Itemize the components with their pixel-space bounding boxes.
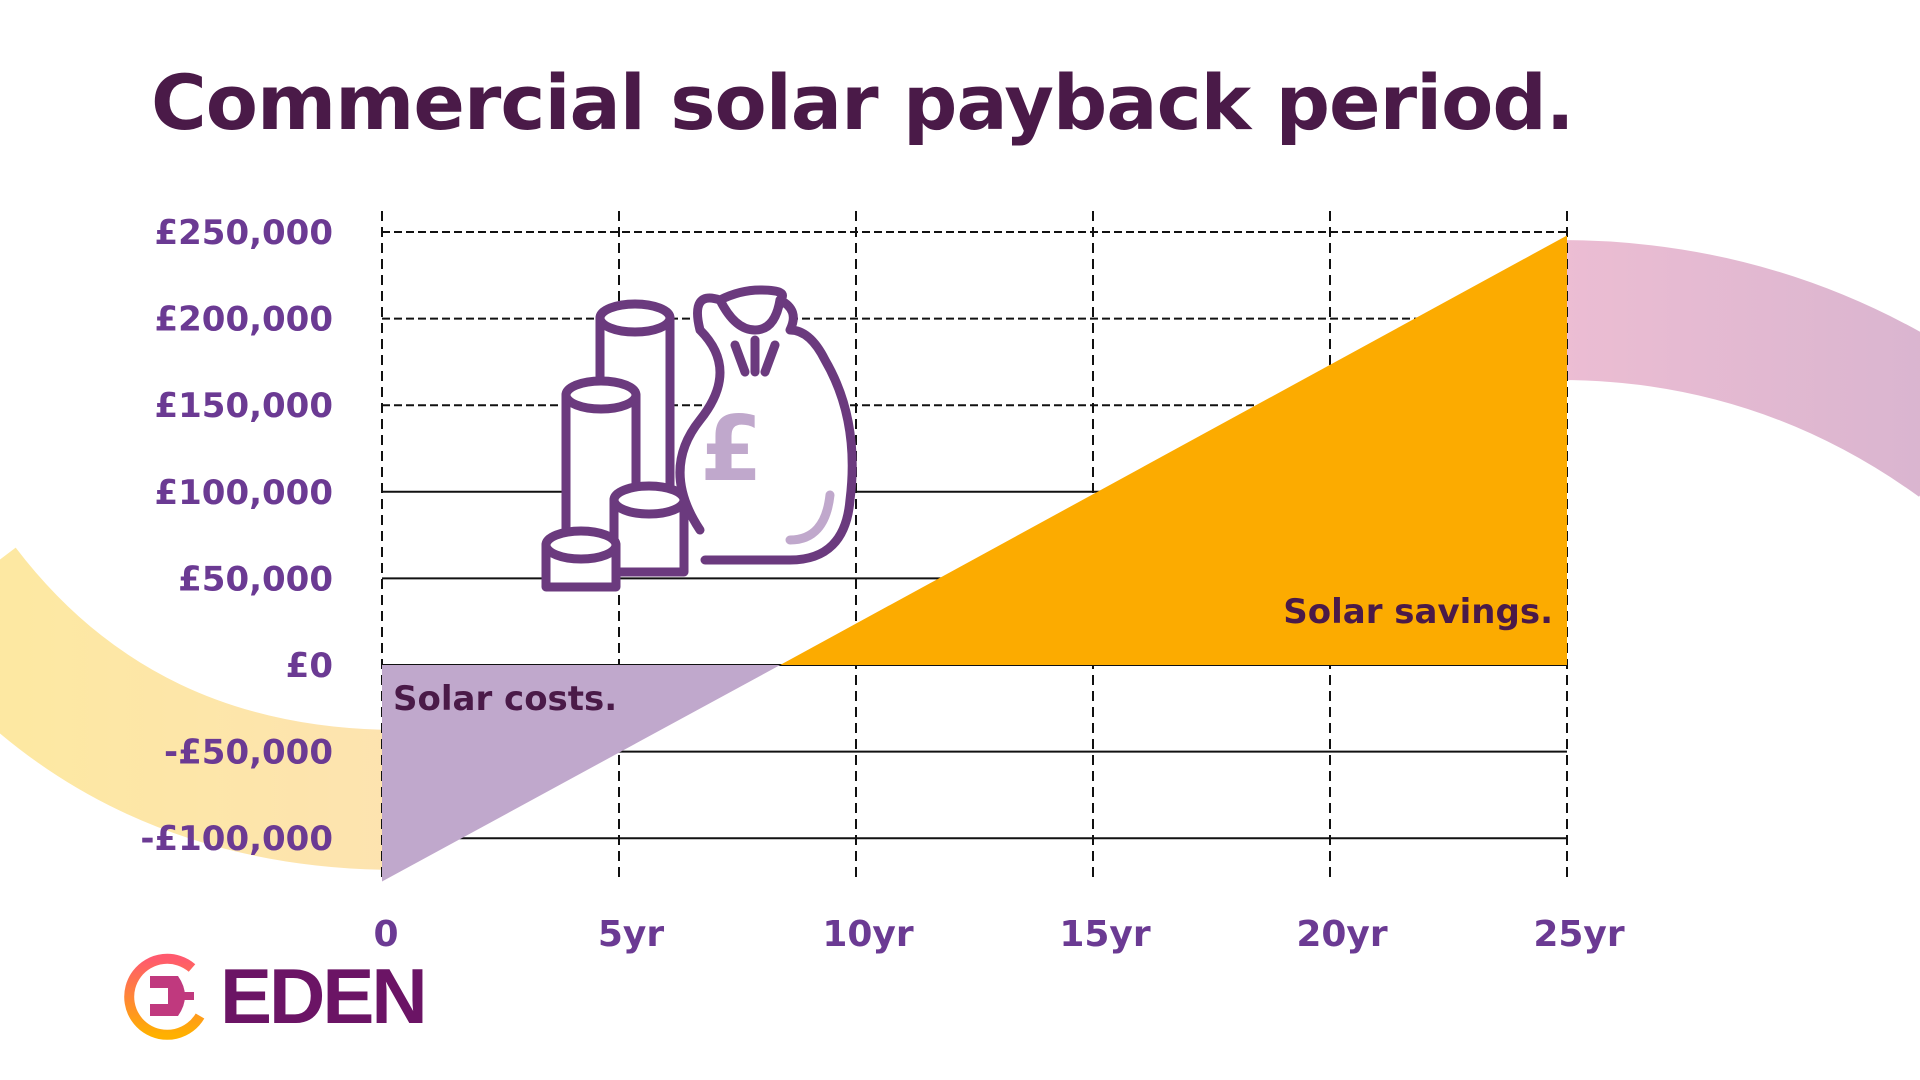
x-tick-label: 20yr: [1296, 914, 1388, 955]
eden-logo-icon: [124, 953, 205, 1040]
solar-costs-label: Solar costs.: [393, 679, 617, 719]
y-tick-label: £200,000: [154, 300, 333, 340]
solar-savings-area: [780, 235, 1567, 666]
chart-title: Commercial solar payback period.: [151, 58, 1575, 147]
y-tick-label: -£50,000: [164, 733, 333, 773]
svg-text:£: £: [700, 397, 763, 502]
x-tick-label: 25yr: [1533, 914, 1625, 955]
x-tick-label: 10yr: [822, 914, 914, 955]
y-tick-label: £0: [286, 646, 333, 686]
y-tick-label: £100,000: [154, 473, 333, 513]
yellow-swoosh: [0, 546, 401, 870]
y-tick-label: £50,000: [178, 559, 333, 599]
solar-savings-label: Solar savings.: [1283, 592, 1553, 632]
y-tick-label: £250,000: [154, 213, 333, 253]
y-tick-label: -£100,000: [140, 819, 333, 859]
eden-logo: EDEN: [122, 950, 428, 1042]
pink-swoosh: [1559, 240, 1920, 498]
x-tick-label: 0: [373, 914, 398, 955]
y-tick-label: £150,000: [154, 386, 333, 426]
solar-costs-area: [382, 665, 781, 882]
eden-logo-text: EDEN: [220, 951, 428, 1040]
x-tick-label: 5yr: [598, 914, 665, 955]
money-bag-and-coins-icon: £: [541, 285, 857, 592]
x-tick-label: 15yr: [1059, 914, 1151, 955]
